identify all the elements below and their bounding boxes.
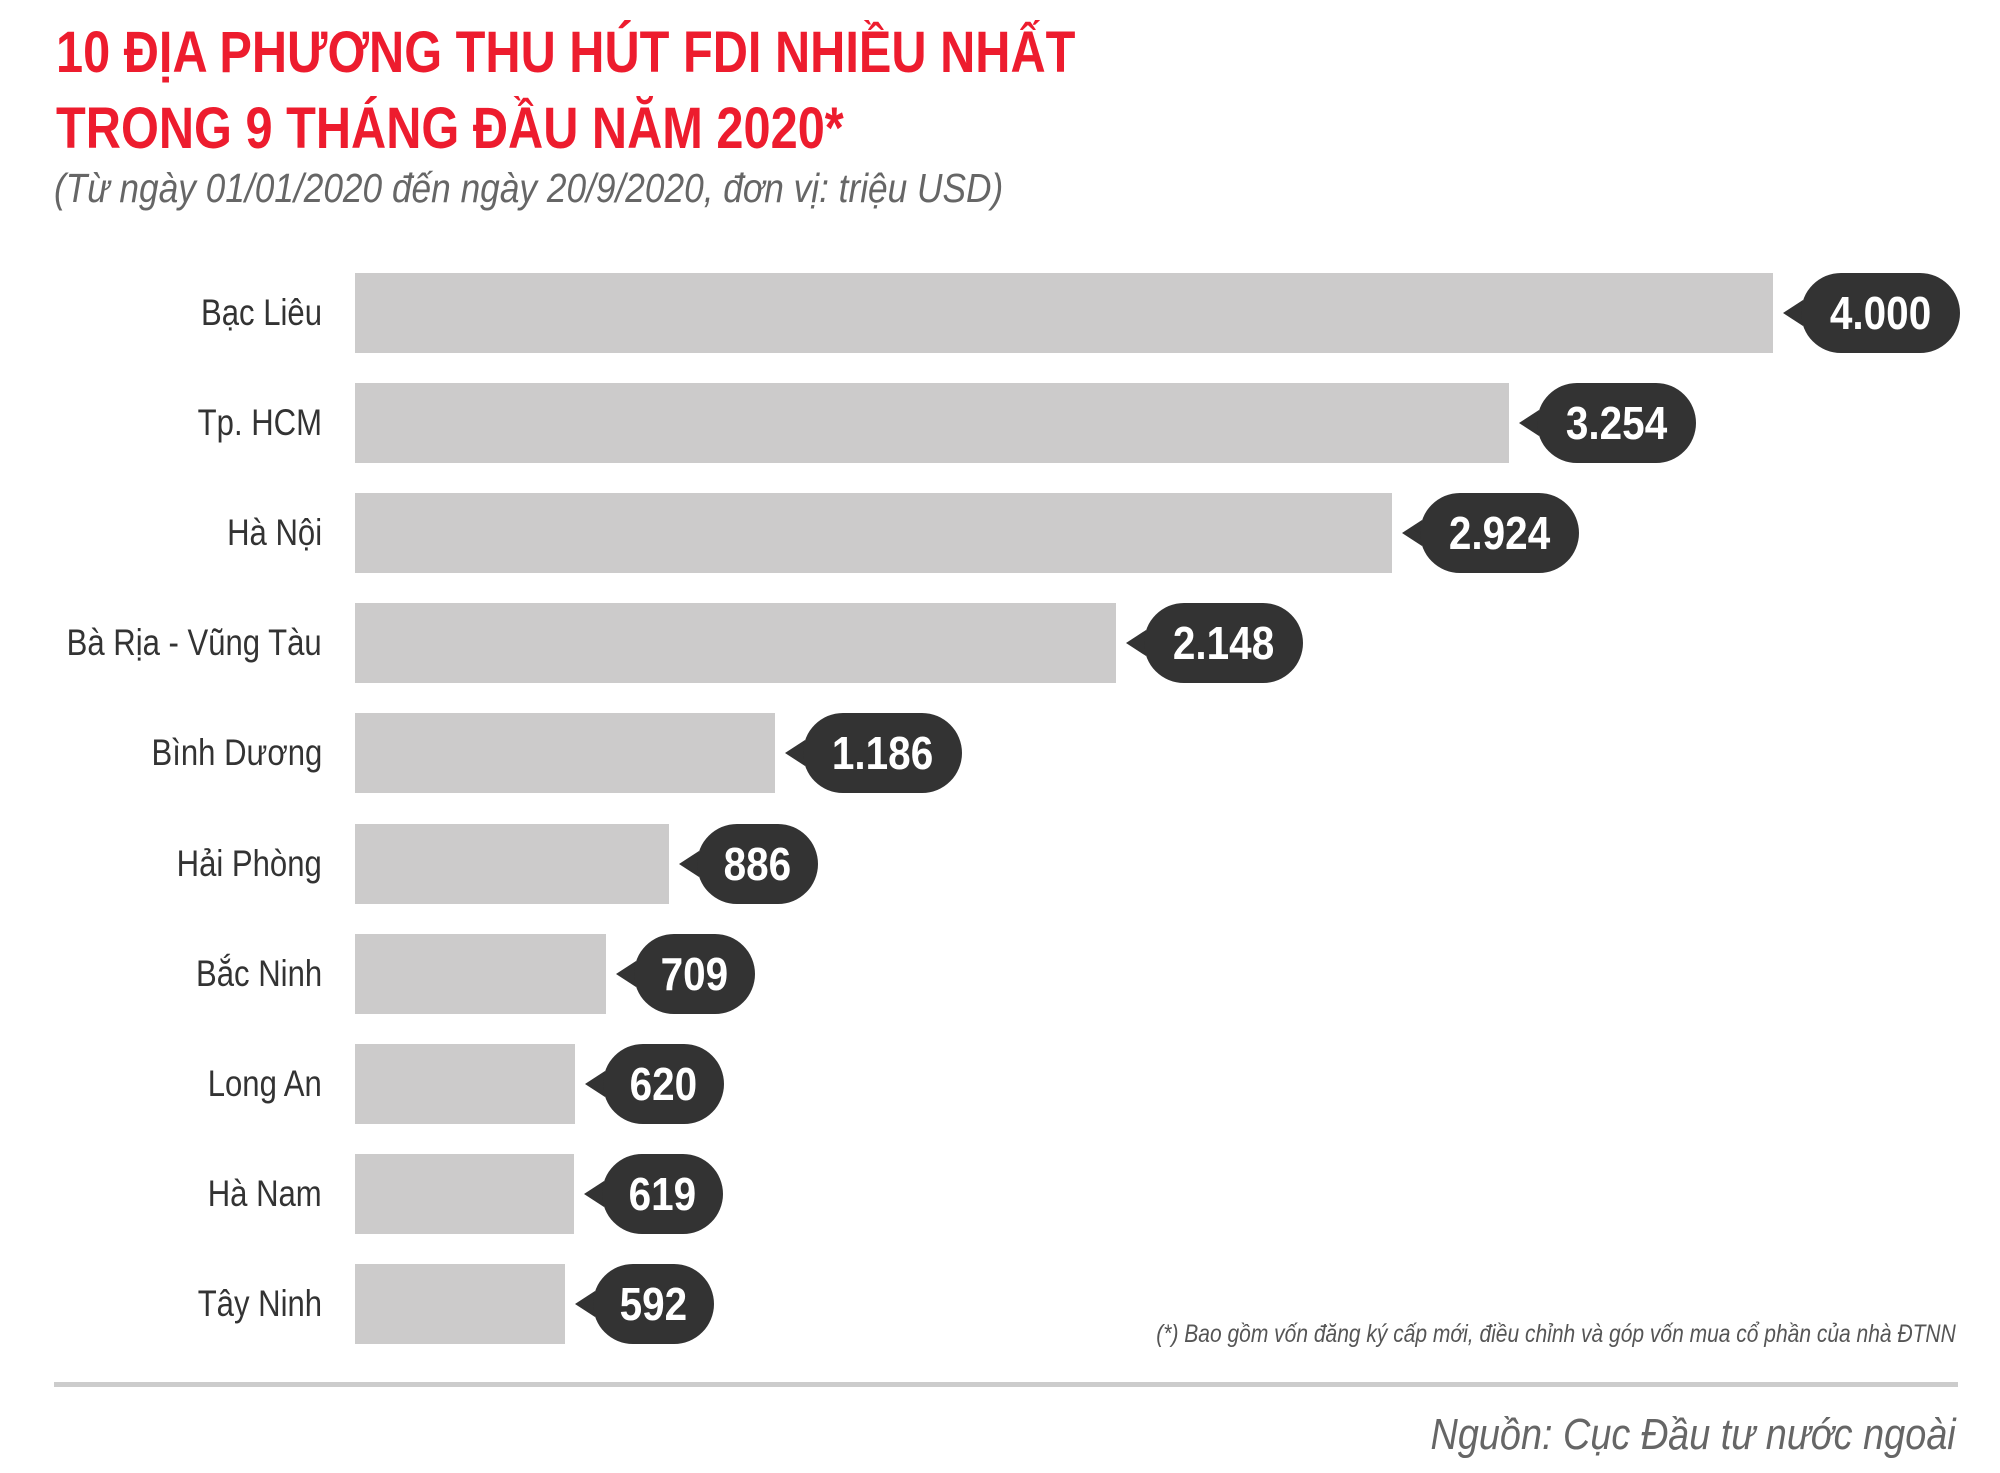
category-label: Hà Nội bbox=[226, 512, 322, 554]
category-label: Hải Phòng bbox=[176, 842, 322, 884]
divider bbox=[54, 1382, 1958, 1387]
bar bbox=[355, 1043, 575, 1124]
bubble-body: 619 bbox=[602, 1153, 723, 1234]
value-bubble: 619 bbox=[584, 1153, 723, 1234]
bar bbox=[355, 383, 1509, 464]
bubble-pointer-icon bbox=[584, 1180, 604, 1207]
category-label: Bà Rịa - Vũng Tàu bbox=[66, 622, 322, 664]
category-label: Bình Dương bbox=[151, 732, 322, 774]
bubble-body: 709 bbox=[634, 933, 755, 1014]
title-line-1: 10 ĐỊA PHƯƠNG THU HÚT FDI NHIỀU NHẤT bbox=[56, 20, 1076, 85]
bar-row: Tp. HCM 3.254 bbox=[0, 383, 2000, 464]
value-label: 2.148 bbox=[1172, 617, 1275, 670]
bar-row: Hà Nam 619 bbox=[0, 1153, 2000, 1234]
value-bubble: 1.186 bbox=[785, 713, 963, 794]
bar-row: Long An 620 bbox=[0, 1043, 2000, 1124]
bubble-pointer-icon bbox=[679, 850, 699, 877]
value-label: 619 bbox=[628, 1167, 697, 1220]
value-bubble: 592 bbox=[575, 1263, 714, 1344]
bar-row: Bà Rịa - Vũng Tàu 2.148 bbox=[0, 603, 2000, 684]
bubble-pointer-icon bbox=[1519, 410, 1539, 437]
bubble-body: 620 bbox=[603, 1043, 724, 1124]
bubble-body: 4.000 bbox=[1801, 273, 1961, 353]
value-label: 709 bbox=[660, 947, 729, 1000]
bubble-body: 1.186 bbox=[803, 713, 963, 794]
bubble-pointer-icon bbox=[616, 960, 636, 987]
value-label: 620 bbox=[629, 1057, 698, 1110]
value-bubble: 2.924 bbox=[1402, 493, 1580, 574]
source-note: Nguồn: Cục Đầu tư nước ngoài bbox=[1430, 1410, 1956, 1459]
bubble-pointer-icon bbox=[1783, 300, 1803, 326]
value-bubble: 3.254 bbox=[1519, 383, 1697, 464]
bar-row: Hà Nội 2.924 bbox=[0, 493, 2000, 574]
bar bbox=[355, 1263, 565, 1344]
value-label: 592 bbox=[619, 1277, 688, 1330]
value-bubble: 886 bbox=[679, 823, 818, 904]
bar-row: Tây Ninh 592 bbox=[0, 1263, 2000, 1344]
value-label: 4.000 bbox=[1829, 287, 1932, 339]
bubble-body: 3.254 bbox=[1537, 383, 1697, 464]
bar bbox=[355, 273, 1773, 353]
bubble-pointer-icon bbox=[785, 740, 805, 767]
bubble-body: 886 bbox=[697, 823, 818, 904]
value-label: 1.186 bbox=[831, 727, 934, 780]
title-line-2: TRONG 9 THÁNG ĐẦU NĂM 2020* bbox=[56, 96, 844, 161]
category-label: Long An bbox=[207, 1062, 322, 1104]
value-bubble: 709 bbox=[616, 933, 755, 1014]
bubble-pointer-icon bbox=[1402, 520, 1422, 547]
value-bubble: 4.000 bbox=[1783, 273, 1961, 353]
value-label: 886 bbox=[723, 837, 792, 890]
footnote: (*) Bao gồm vốn đăng ký cấp mới, điều ch… bbox=[1156, 1320, 1956, 1348]
bar bbox=[355, 713, 775, 794]
bubble-pointer-icon bbox=[1126, 630, 1146, 657]
value-label: 3.254 bbox=[1565, 397, 1668, 450]
bar-row: Bình Dương 1.186 bbox=[0, 713, 2000, 794]
bubble-body: 2.924 bbox=[1420, 493, 1580, 574]
category-label: Bạc Liêu bbox=[201, 292, 322, 333]
bar bbox=[355, 1153, 574, 1234]
bubble-pointer-icon bbox=[575, 1290, 595, 1317]
bar bbox=[355, 603, 1116, 684]
bar-row: Hải Phòng 886 bbox=[0, 823, 2000, 904]
category-label: Bắc Ninh bbox=[195, 952, 322, 994]
value-bubble: 2.148 bbox=[1126, 603, 1304, 684]
category-label: Hà Nam bbox=[208, 1172, 322, 1214]
subtitle: (Từ ngày 01/01/2020 đến ngày 20/9/2020, … bbox=[54, 165, 1004, 211]
bubble-body: 2.148 bbox=[1144, 603, 1304, 684]
bar bbox=[355, 493, 1392, 574]
value-label: 2.924 bbox=[1448, 507, 1551, 560]
bar bbox=[355, 933, 606, 1014]
bar-chart: Bạc Liêu 4.000 Tp. HCM 3.254 Hà Nội 2.924 Bà R… bbox=[0, 273, 2000, 1344]
bar-row: Bắc Ninh 709 bbox=[0, 933, 2000, 1014]
value-bubble: 620 bbox=[585, 1043, 724, 1124]
bubble-pointer-icon bbox=[585, 1070, 605, 1097]
bubble-body: 592 bbox=[593, 1263, 714, 1344]
category-label: Tây Ninh bbox=[197, 1282, 322, 1324]
category-label: Tp. HCM bbox=[197, 402, 322, 444]
bar-row: Bạc Liêu 4.000 bbox=[0, 273, 2000, 353]
bar bbox=[355, 823, 669, 904]
